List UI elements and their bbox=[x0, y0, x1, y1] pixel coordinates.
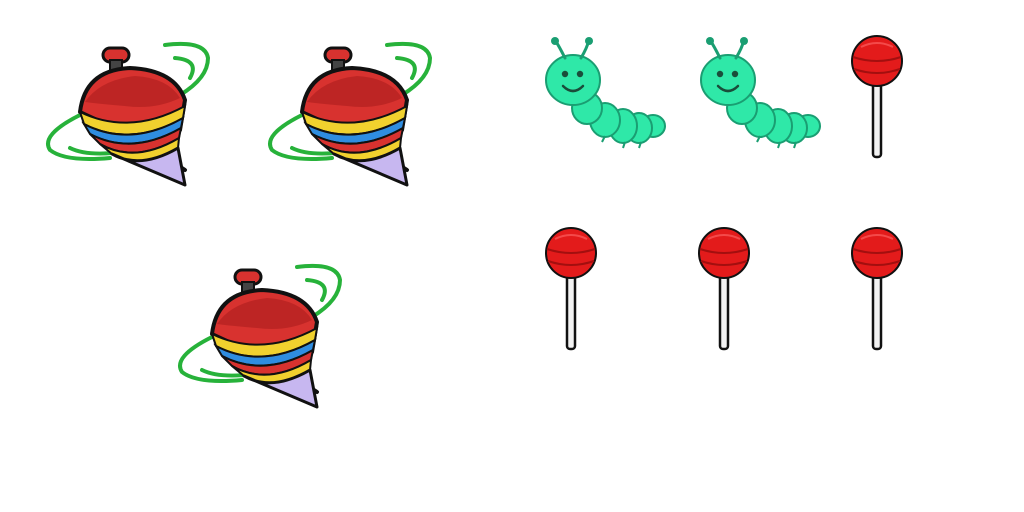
caterpillar-icon bbox=[699, 35, 822, 150]
lollipop-icon bbox=[697, 226, 751, 351]
lollipop-icon bbox=[544, 226, 598, 351]
lollipop-icon bbox=[850, 34, 904, 159]
caterpillars-group bbox=[544, 35, 822, 150]
spinning-top-icon bbox=[46, 41, 210, 188]
caterpillar-icon bbox=[544, 35, 667, 150]
spinning-top-icon bbox=[178, 263, 342, 409]
spinning-tops-group bbox=[46, 41, 432, 409]
spinning-top-icon bbox=[268, 41, 432, 188]
lollipop-icon bbox=[850, 226, 904, 351]
